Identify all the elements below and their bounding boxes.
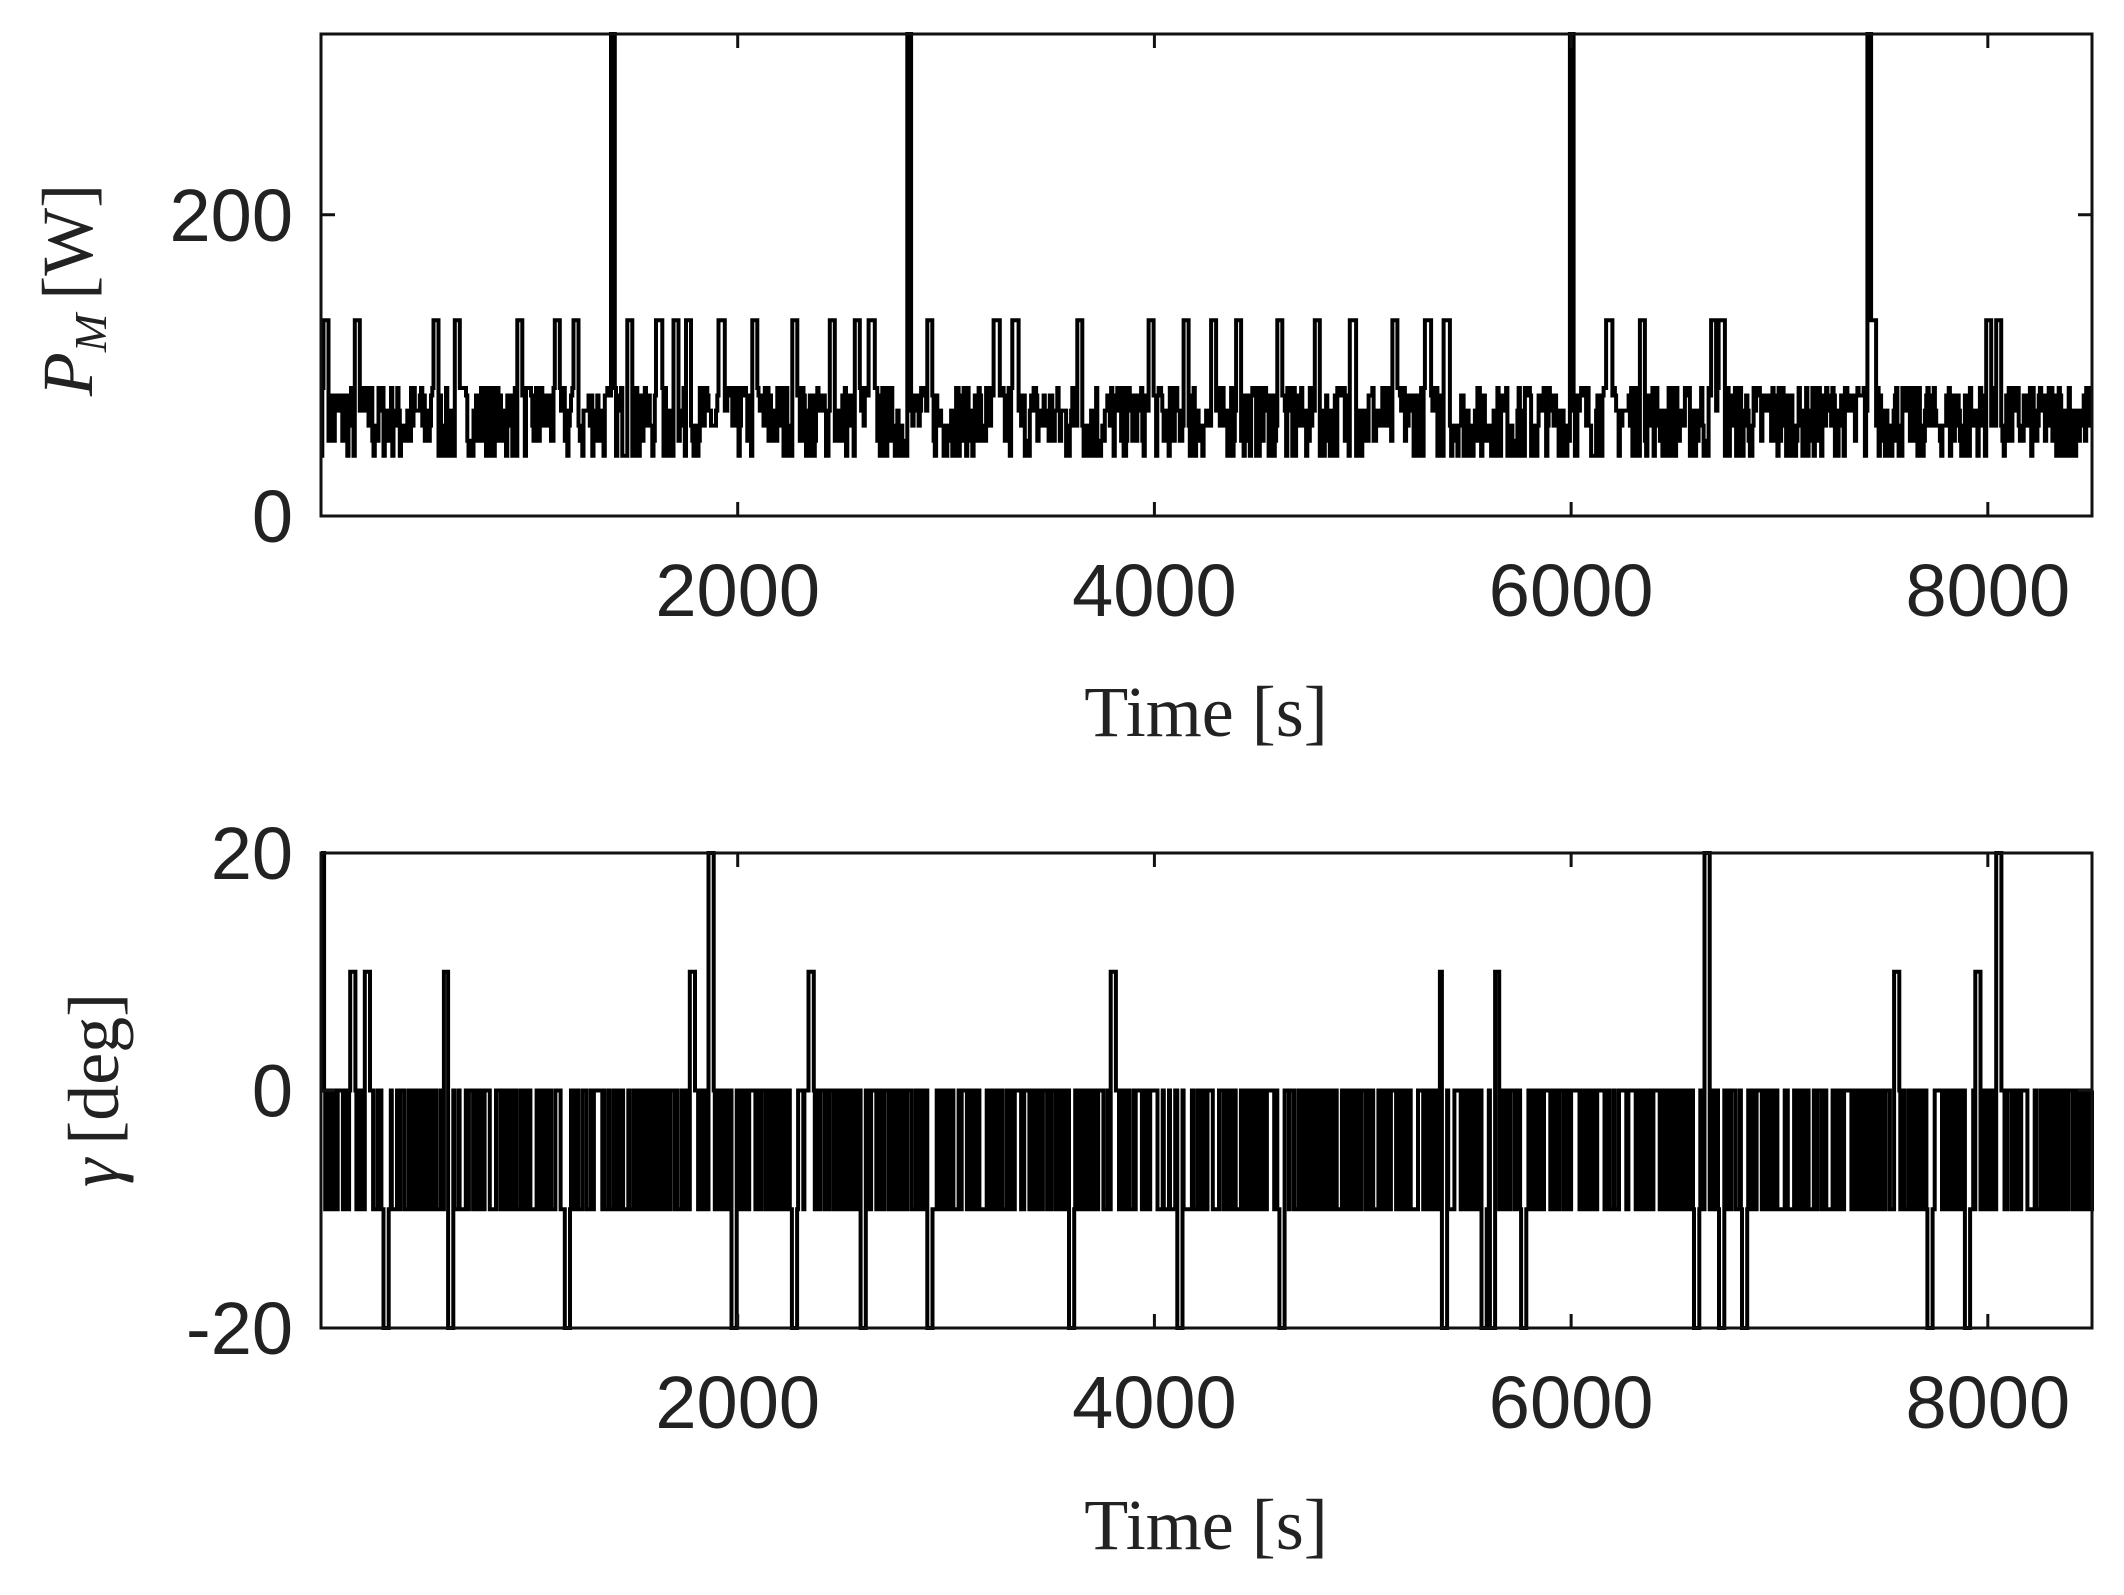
power-series-line [320,32,2094,458]
power-panel: 2000 4000 6000 8000 0 200 Time [s] PM [W] [28,32,2094,752]
y-tick-label: 0 [252,1050,293,1133]
power-x-axis-label: Time [s] [1084,672,1327,752]
x-tick-label: 6000 [1489,1361,1654,1444]
gamma-panel: 2000 4000 6000 8000 20 0 -20 Time [s] γ [deg] [54,812,2094,1565]
power-y-axis-label: PM [W] [28,184,116,397]
power-x-ticks: 2000 4000 6000 8000 [655,34,2070,632]
y-tick-label: -20 [186,1287,293,1370]
x-tick-label: 4000 [1072,1361,1237,1444]
power-y-unit: [W] [28,184,108,300]
gamma-y-symbol: γ [54,1157,134,1187]
x-tick-label: 8000 [1906,1361,2071,1444]
power-y-ticks: 0 200 [170,174,2092,558]
x-tick-label: 8000 [1906,549,2071,632]
gamma-y-unit: [deg] [54,993,134,1145]
x-tick-label: 2000 [655,549,820,632]
power-y-symbol: P [28,352,108,397]
x-tick-label: 6000 [1489,549,1654,632]
x-tick-label: 2000 [655,1361,820,1444]
gamma-x-ticks: 2000 4000 6000 8000 [655,853,2070,1444]
gamma-series-line [321,851,2094,1330]
power-plot-frame [319,32,2094,518]
y-tick-label: 0 [252,475,293,558]
gamma-y-axis-label: γ [deg] [54,993,134,1187]
y-tick-label: 200 [170,174,293,257]
gamma-y-ticks: 20 0 -20 [186,812,2092,1370]
power-y-subscript: M [65,311,116,353]
y-tick-label: 20 [211,812,293,895]
gamma-x-axis-label: Time [s] [1084,1485,1327,1565]
x-tick-label: 4000 [1072,549,1237,632]
